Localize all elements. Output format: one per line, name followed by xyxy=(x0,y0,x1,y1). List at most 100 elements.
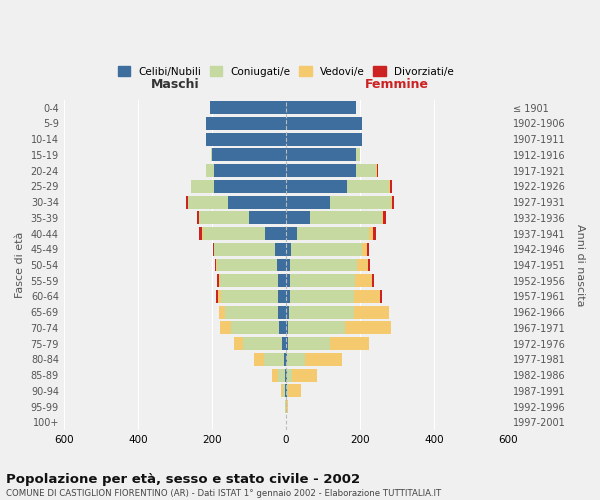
Bar xyxy=(202,227,203,240)
Bar xyxy=(290,274,355,287)
Bar xyxy=(286,400,288,413)
Bar xyxy=(214,180,286,193)
Bar xyxy=(286,243,292,256)
Text: COMUNE DI CASTIGLION FIORENTINO (AR) - Dati ISTAT 1° gennaio 2002 - Elaborazione: COMUNE DI CASTIGLION FIORENTINO (AR) - D… xyxy=(6,489,441,498)
Bar xyxy=(217,258,277,272)
Bar xyxy=(380,290,382,303)
Text: Popolazione per età, sesso e stato civile - 2002: Popolazione per età, sesso e stato civil… xyxy=(6,472,360,486)
Bar xyxy=(231,322,279,334)
Bar xyxy=(249,212,286,224)
Bar xyxy=(216,258,217,272)
Bar xyxy=(188,196,229,208)
Bar xyxy=(287,353,305,366)
Bar xyxy=(286,102,356,114)
Bar xyxy=(214,243,275,256)
Bar xyxy=(287,337,330,350)
Bar xyxy=(286,227,297,240)
Bar xyxy=(199,227,202,240)
Bar xyxy=(277,258,286,272)
Bar xyxy=(278,274,286,287)
Bar xyxy=(290,258,357,272)
Text: Maschi: Maschi xyxy=(151,78,199,90)
Bar xyxy=(279,322,286,334)
Legend: Celibi/Nubili, Coniugati/e, Vedovi/e, Divorziati/e: Celibi/Nubili, Coniugati/e, Vedovi/e, Di… xyxy=(114,62,458,80)
Bar xyxy=(219,306,225,318)
Bar xyxy=(287,322,345,334)
Bar xyxy=(286,117,362,130)
Bar xyxy=(289,384,301,398)
Bar xyxy=(206,117,286,130)
Bar xyxy=(211,148,212,162)
Bar xyxy=(217,274,219,287)
Bar xyxy=(218,290,221,303)
Bar xyxy=(286,164,356,177)
Bar xyxy=(289,306,353,318)
Bar xyxy=(354,290,380,303)
Bar xyxy=(286,337,287,350)
Bar xyxy=(278,306,286,318)
Bar xyxy=(286,212,310,224)
Bar xyxy=(389,180,390,193)
Bar xyxy=(377,164,379,177)
Bar xyxy=(287,368,292,382)
Bar xyxy=(376,164,377,177)
Bar xyxy=(305,353,343,366)
Bar xyxy=(368,258,370,272)
Bar xyxy=(234,337,243,350)
Bar xyxy=(210,102,286,114)
Bar xyxy=(229,196,286,208)
Bar xyxy=(191,180,214,193)
Bar xyxy=(199,212,249,224)
Bar xyxy=(281,384,283,398)
Bar xyxy=(392,196,394,208)
Bar xyxy=(219,274,220,287)
Y-axis label: Fasce di età: Fasce di età xyxy=(15,232,25,298)
Bar xyxy=(206,164,214,177)
Bar xyxy=(287,384,289,398)
Bar xyxy=(212,148,286,162)
Bar xyxy=(345,322,391,334)
Bar xyxy=(286,290,290,303)
Bar xyxy=(356,148,360,162)
Bar xyxy=(286,368,287,382)
Bar xyxy=(290,290,354,303)
Bar xyxy=(263,353,284,366)
Bar xyxy=(286,132,362,145)
Bar xyxy=(186,196,188,208)
Bar xyxy=(243,337,282,350)
Bar xyxy=(285,384,286,398)
Bar xyxy=(220,274,278,287)
Bar xyxy=(286,322,287,334)
Bar xyxy=(265,227,286,240)
Bar xyxy=(292,243,362,256)
Bar xyxy=(286,384,287,398)
Bar xyxy=(357,258,368,272)
Bar xyxy=(391,196,392,208)
Bar xyxy=(221,290,278,303)
Bar xyxy=(216,290,218,303)
Bar xyxy=(286,180,347,193)
Bar xyxy=(297,227,369,240)
Bar xyxy=(283,384,285,398)
Bar xyxy=(382,212,383,224)
Bar xyxy=(286,306,289,318)
Bar xyxy=(292,368,317,382)
Bar xyxy=(284,353,286,366)
Bar xyxy=(362,243,367,256)
Text: Femmine: Femmine xyxy=(365,78,429,90)
Bar xyxy=(286,196,330,208)
Bar xyxy=(330,196,391,208)
Bar xyxy=(286,274,290,287)
Bar xyxy=(220,322,231,334)
Bar xyxy=(206,132,286,145)
Bar xyxy=(284,368,286,382)
Bar xyxy=(286,148,356,162)
Bar xyxy=(272,368,278,382)
Bar xyxy=(215,258,216,272)
Y-axis label: Anni di nascita: Anni di nascita xyxy=(575,224,585,306)
Bar xyxy=(367,243,369,256)
Bar xyxy=(275,243,286,256)
Bar xyxy=(369,227,373,240)
Bar xyxy=(197,212,199,224)
Bar xyxy=(356,164,376,177)
